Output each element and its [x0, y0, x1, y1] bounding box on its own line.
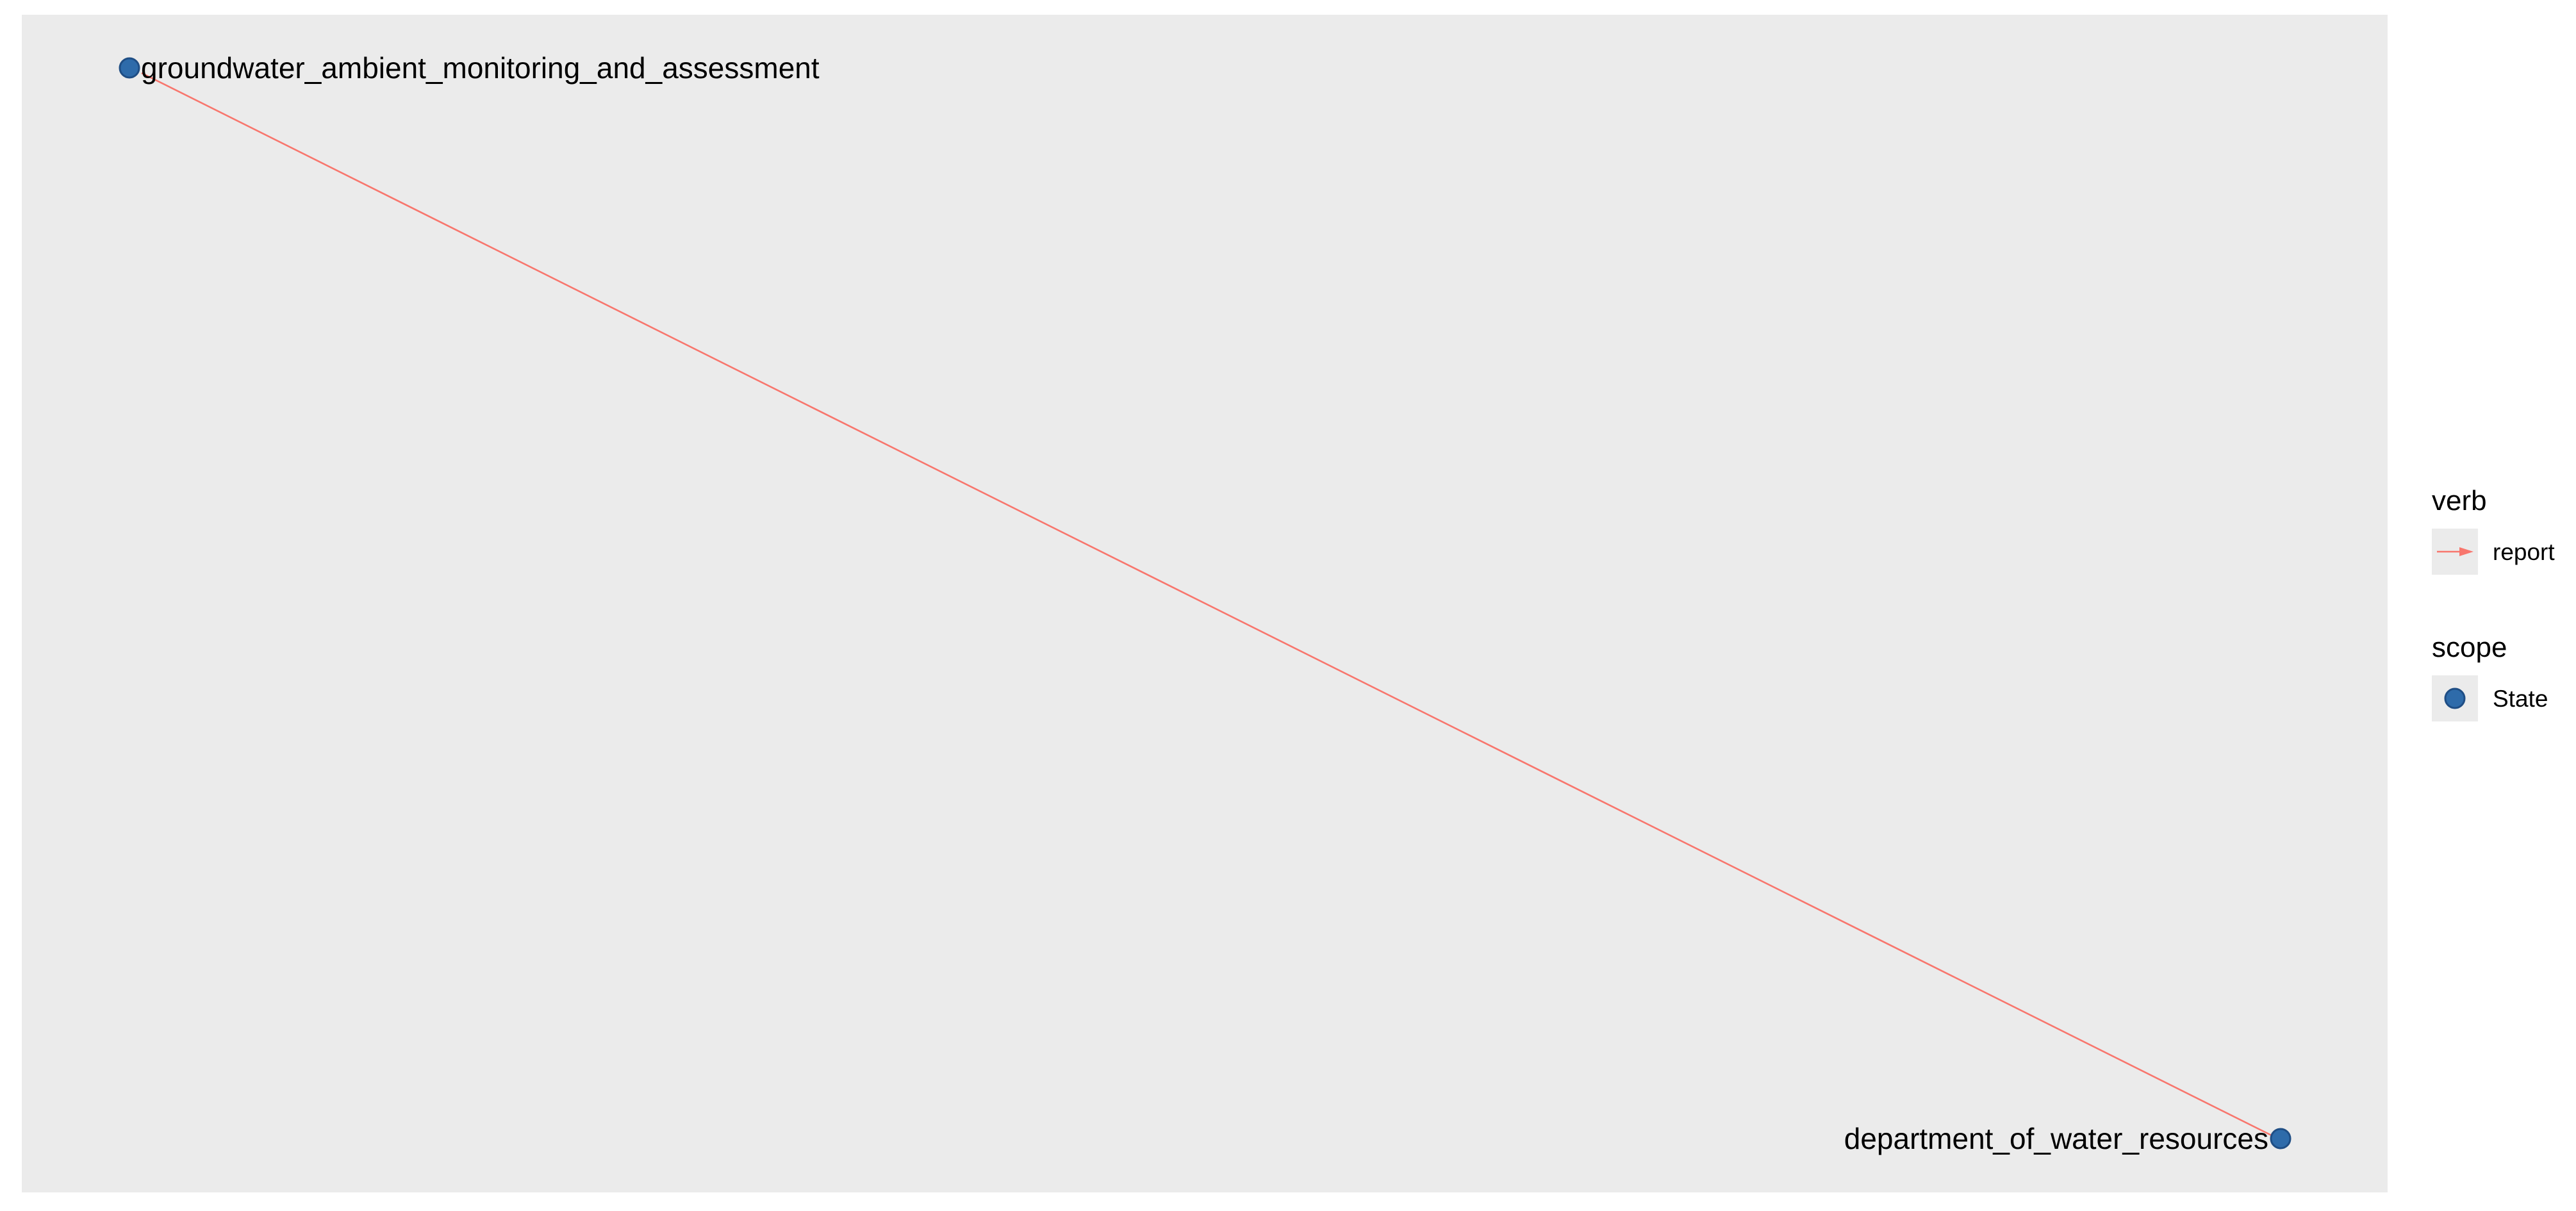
legend-verb-label-report: report	[2493, 539, 2555, 565]
legend-scope: scope State	[2432, 632, 2548, 721]
legend-scope-label-state: State	[2493, 686, 2548, 712]
legend-scope-title: scope	[2432, 632, 2507, 663]
node-marker-gama	[119, 57, 140, 79]
legend-scope-key-dot-icon	[2444, 688, 2466, 709]
legend-verb: verb report	[2432, 485, 2555, 575]
node-label-gama: groundwater_ambient_monitoring_and_asses…	[141, 51, 820, 85]
edge-report	[141, 72, 2276, 1139]
node-marker-dwr	[2270, 1128, 2291, 1149]
legend-verb-key-arrow-icon	[2459, 547, 2473, 556]
legend-verb-title: verb	[2432, 485, 2487, 516]
node-dwr: department_of_water_resources	[1844, 1122, 2291, 1155]
node-gama: groundwater_ambient_monitoring_and_asses…	[119, 51, 820, 85]
node-label-dwr: department_of_water_resources	[1844, 1122, 2268, 1155]
